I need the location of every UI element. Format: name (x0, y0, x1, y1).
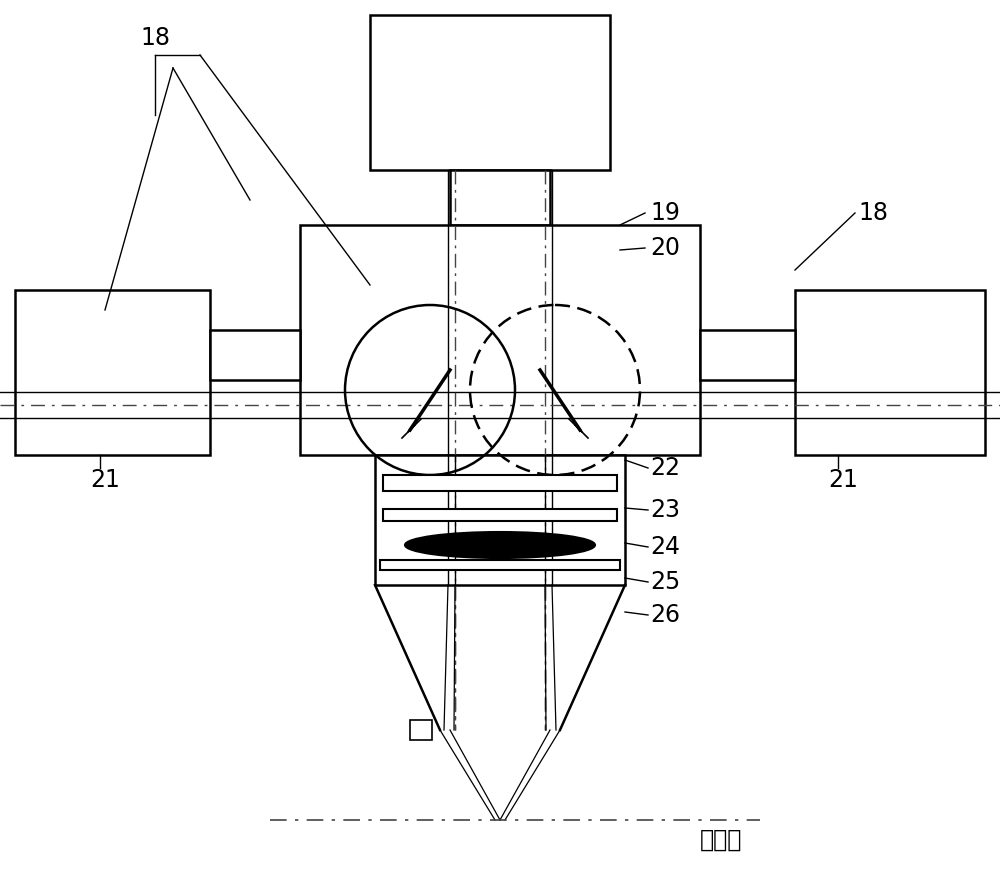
Text: 22: 22 (650, 456, 680, 480)
Bar (795, 290, 985, 455)
Ellipse shape (405, 532, 595, 558)
Bar (375, 455, 625, 585)
Bar (210, 330, 300, 380)
Text: 26: 26 (650, 603, 680, 627)
Bar (15, 290, 210, 455)
Text: 23: 23 (650, 498, 680, 522)
Bar (383, 475, 617, 491)
Text: 24: 24 (650, 535, 680, 559)
Text: 25: 25 (650, 570, 680, 594)
Text: 19: 19 (650, 201, 680, 225)
Text: 18: 18 (140, 26, 170, 50)
Bar (383, 509, 617, 521)
Bar (700, 330, 795, 380)
Text: 21: 21 (90, 468, 120, 492)
Bar (300, 225, 700, 455)
Text: 20: 20 (650, 236, 680, 260)
Bar (410, 720, 432, 740)
Bar (450, 170, 550, 225)
Text: 焦平面: 焦平面 (700, 828, 742, 852)
Bar (370, 15, 610, 170)
Bar (380, 560, 620, 570)
Text: 18: 18 (858, 201, 888, 225)
Text: 21: 21 (828, 468, 858, 492)
